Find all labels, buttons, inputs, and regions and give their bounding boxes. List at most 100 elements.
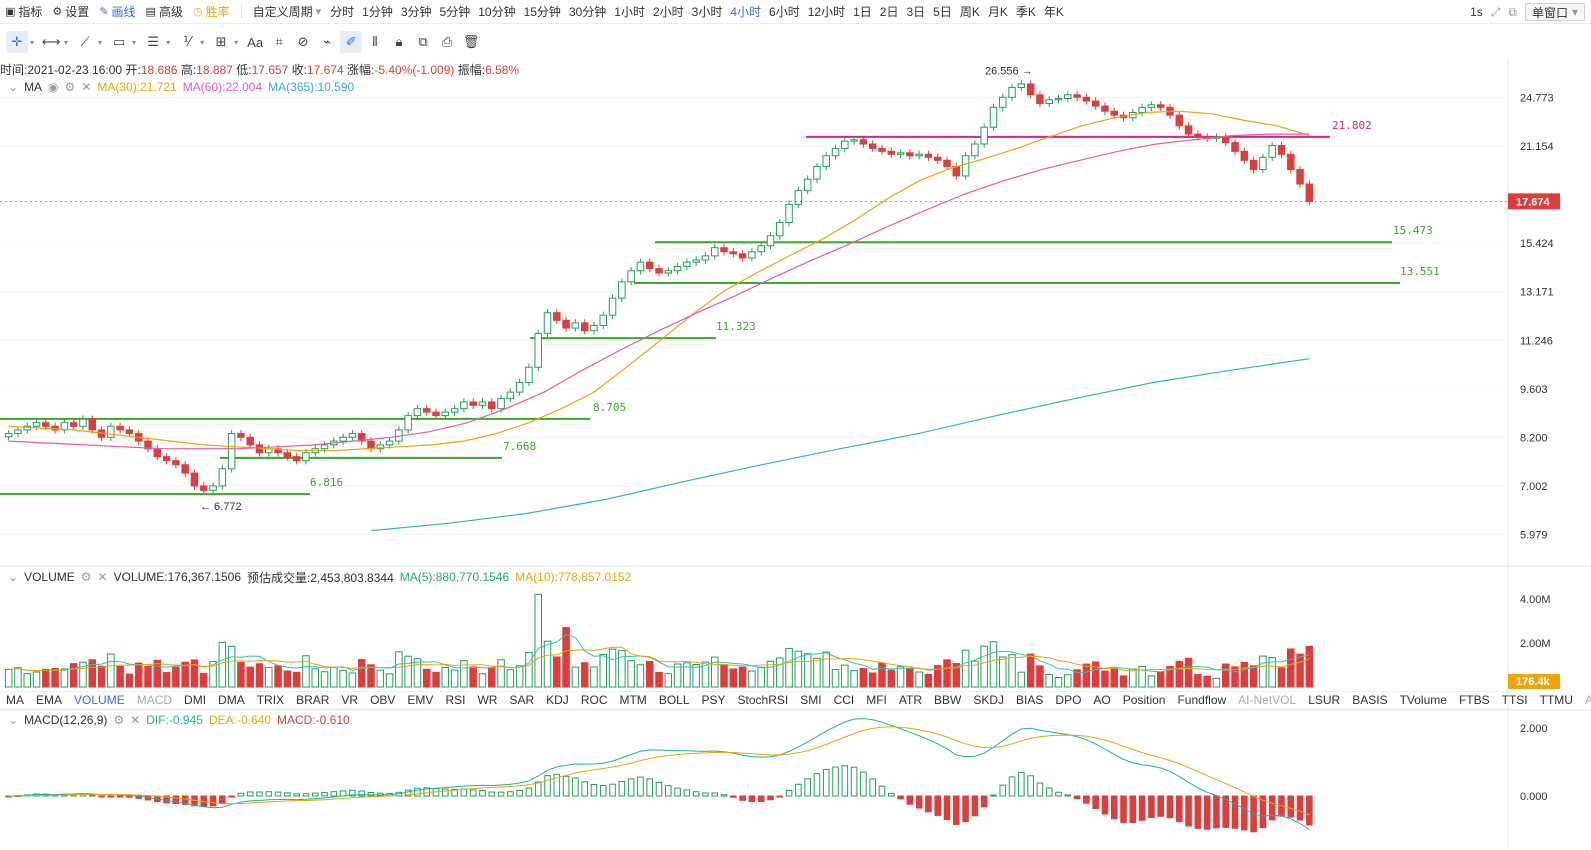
- collapse-icon[interactable]: ⌄: [8, 713, 19, 727]
- interval-label[interactable]: 1s: [1470, 5, 1483, 19]
- caret-icon[interactable]: ▾: [166, 37, 171, 47]
- indicator-tab-dma[interactable]: DMA: [218, 693, 245, 707]
- caret-icon[interactable]: ▾: [64, 37, 69, 47]
- indicator-tab-psy[interactable]: PSY: [701, 693, 726, 707]
- lock-icon[interactable]: 🔒︎: [395, 34, 403, 49]
- period-1[interactable]: 1分钟: [362, 5, 393, 19]
- caret-icon[interactable]: ▾: [234, 37, 239, 47]
- period-10[interactable]: 4小时: [730, 5, 762, 19]
- caret-icon[interactable]: ▾: [200, 37, 205, 47]
- indicator-tab-ftbs[interactable]: FTBS: [1458, 693, 1490, 707]
- caret-icon[interactable]: ▾: [132, 37, 137, 47]
- indicator-tab-ao[interactable]: AO: [1093, 693, 1111, 707]
- drawing-button[interactable]: ✎ 画线: [94, 0, 140, 24]
- indicator-tab-rsi[interactable]: RSI: [445, 693, 466, 707]
- period-19[interactable]: 季K: [1015, 5, 1036, 19]
- period-16[interactable]: 5日: [933, 5, 952, 19]
- period-7[interactable]: 1小时: [614, 5, 645, 19]
- indicator-tab-mtm[interactable]: MTM: [619, 693, 647, 707]
- indicator-tab-ttmu[interactable]: TTMU: [1539, 693, 1573, 707]
- indicator-tab-ttsi[interactable]: TTSI: [1501, 693, 1528, 707]
- indicator-tab-atr[interactable]: ATR: [898, 693, 923, 707]
- indicator-tab-sar[interactable]: SAR: [509, 693, 535, 707]
- camera-icon[interactable]: ⎙: [441, 34, 453, 49]
- indicator-tab-volume[interactable]: VOLUME: [74, 693, 125, 707]
- indicator-tab-ai-netvol[interactable]: AI-NetVOL: [1238, 693, 1297, 707]
- indicator-tab-tvolume[interactable]: TVolume: [1399, 693, 1447, 707]
- indicator-tab-basis[interactable]: BASIS: [1352, 693, 1388, 707]
- period-3[interactable]: 5分钟: [439, 5, 471, 19]
- period-15[interactable]: 3日: [906, 5, 926, 19]
- indicator-tab-vr[interactable]: VR: [341, 693, 359, 707]
- indicator-tab-dmi[interactable]: DMI: [184, 693, 207, 707]
- grid-tool-icon[interactable]: ⊞: [215, 34, 227, 49]
- indicator-tab-fundflow[interactable]: Fundflow: [1177, 693, 1227, 707]
- rectangle-icon[interactable]: ▭: [112, 34, 126, 49]
- custom-period-dropdown[interactable]: 自定义周期 ▾: [248, 0, 327, 24]
- copy-icon[interactable]: ⧉: [418, 34, 428, 49]
- period-20[interactable]: 年K: [1043, 5, 1064, 19]
- indicator-tab-cci[interactable]: CCI: [833, 693, 855, 707]
- gear-icon[interactable]: ⚙: [64, 80, 76, 94]
- horizontal-line-icon[interactable]: ⟷: [41, 34, 61, 49]
- period-4[interactable]: 10分钟: [478, 5, 516, 19]
- advanced-button[interactable]: ▤ 高级: [141, 0, 188, 24]
- period-0[interactable]: 分时: [330, 5, 355, 19]
- collapse-icon[interactable]: ⌄: [8, 570, 19, 584]
- period-11[interactable]: 6小时: [769, 5, 800, 19]
- indicator-tab-skdj[interactable]: SKDJ: [973, 693, 1005, 707]
- close-icon[interactable]: ✕: [97, 570, 108, 584]
- magnet-icon[interactable]: ⊘: [297, 34, 309, 49]
- close-icon[interactable]: ✕: [130, 713, 141, 727]
- caret-icon[interactable]: ▾: [30, 37, 35, 47]
- indicator-tab-stochrsi[interactable]: StochRSI: [737, 693, 789, 707]
- indicator-tab-smi[interactable]: SMI: [800, 693, 822, 707]
- indicator-tab-obv[interactable]: OBV: [370, 693, 396, 707]
- indicator-tab-boll[interactable]: BOLL: [658, 693, 690, 707]
- bars-icon[interactable]: ⫴: [372, 34, 378, 49]
- period-17[interactable]: 周K: [959, 5, 980, 19]
- crosshair-icon[interactable]: ✛: [6, 31, 28, 53]
- indicators-button[interactable]: ▣ 指标: [0, 0, 47, 24]
- trash-icon[interactable]: 🗑︎: [462, 34, 480, 49]
- close-icon[interactable]: ✕: [81, 80, 92, 94]
- winrate-button[interactable]: ◷ 胜率: [188, 0, 235, 24]
- ruler-icon[interactable]: ⌁: [323, 34, 332, 49]
- indicator-tab-ema[interactable]: EMA: [36, 693, 63, 707]
- settings-button[interactable]: ⚙ 设置: [47, 0, 94, 24]
- indicator-tab-wr[interactable]: WR: [477, 693, 498, 707]
- period-8[interactable]: 2小时: [652, 5, 684, 19]
- indicator-tab-brar[interactable]: BRAR: [296, 693, 330, 707]
- window-mode-select[interactable]: 单窗口 ▾: [1524, 3, 1585, 21]
- indicator-tab-kdj[interactable]: KDJ: [546, 693, 569, 707]
- period-12[interactable]: 12小时: [807, 5, 846, 19]
- brush-icon[interactable]: ✐: [340, 31, 363, 53]
- period-14[interactable]: 2日: [879, 5, 899, 19]
- indicator-tab-ma[interactable]: MA: [6, 693, 24, 707]
- indicator-tab-bias[interactable]: BIAS: [1016, 693, 1044, 707]
- period-6[interactable]: 30分钟: [568, 5, 607, 19]
- expand-icon[interactable]: ⤢: [1490, 4, 1501, 19]
- gear-icon[interactable]: ⚙: [113, 713, 125, 727]
- eye-icon[interactable]: ◉: [48, 80, 59, 94]
- screenshot-icon[interactable]: ⧉: [1508, 4, 1517, 19]
- collapse-icon[interactable]: ⌄: [8, 80, 19, 94]
- indicator-tab-bbw[interactable]: BBW: [934, 693, 962, 707]
- caret-icon[interactable]: ▾: [98, 37, 103, 47]
- indicator-tab-roc[interactable]: ROC: [580, 693, 608, 707]
- period-2[interactable]: 3分钟: [400, 5, 432, 19]
- indicator-tab-trix[interactable]: TRIX: [256, 693, 285, 707]
- fibonacci-icon[interactable]: ⅟: [183, 34, 191, 49]
- parallel-lines-icon[interactable]: ☰: [147, 34, 159, 49]
- trend-line-icon[interactable]: ⟋: [80, 34, 90, 49]
- period-5[interactable]: 15分钟: [523, 5, 561, 19]
- indicator-tab-emv[interactable]: EMV: [407, 693, 434, 707]
- indicator-tab-position[interactable]: Position: [1122, 693, 1166, 707]
- period-9[interactable]: 3小时: [691, 5, 723, 19]
- text-tool-icon[interactable]: Aa: [247, 34, 264, 50]
- gear-icon[interactable]: ⚙: [80, 570, 92, 584]
- indicator-tab-lsur[interactable]: LSUR: [1308, 693, 1341, 707]
- indicator-tab-mfi[interactable]: MFI: [866, 693, 887, 707]
- indicator-tab-ai-bsi[interactable]: AI-BSI: [1584, 693, 1591, 707]
- indicator-tab-macd[interactable]: MACD: [136, 693, 173, 707]
